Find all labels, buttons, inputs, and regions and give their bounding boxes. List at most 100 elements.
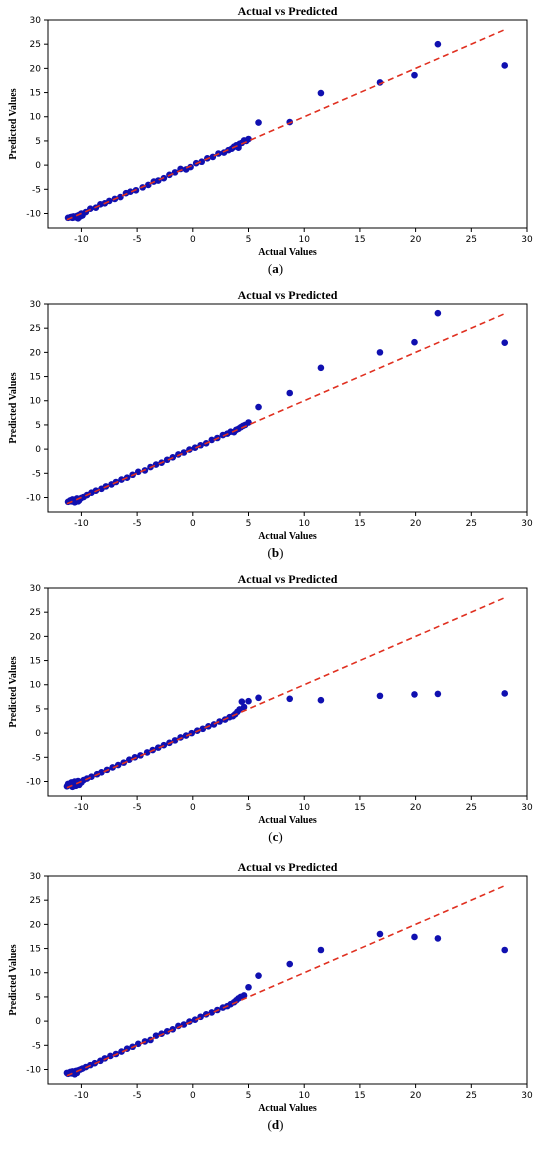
y-tick-label: -10 xyxy=(26,777,41,787)
data-point xyxy=(411,338,418,346)
scatter-chart-c: Actual vs Predicted -10 -5 0 5 10 15 20 25 30 -10 -… xyxy=(8,572,533,844)
plot-frame xyxy=(47,303,528,513)
x-tick-label: -5 xyxy=(133,519,142,529)
y-tick-label: 25 xyxy=(30,324,41,334)
y-tick-label: 30 xyxy=(30,16,42,26)
data-point xyxy=(154,744,162,751)
x-tick-label: 30 xyxy=(521,519,533,529)
x-tick-label: 10 xyxy=(298,519,310,529)
y-tick-label: 0 xyxy=(35,1017,41,1027)
chart-title: Actual vs Predicted xyxy=(238,860,338,874)
data-point xyxy=(434,690,442,698)
panel-caption: (a) xyxy=(268,261,283,276)
chart-panel-d: Actual vs Predicted -10 -5 0 5 10 15 20 25 30 -10 -… xyxy=(0,856,550,1144)
y-axis-label: Predicted Values xyxy=(8,656,19,727)
x-tick-label: 25 xyxy=(466,1091,477,1101)
y-tick-label: 25 xyxy=(30,608,41,618)
data-point xyxy=(286,695,294,703)
x-tick-label: 20 xyxy=(410,803,422,813)
reference-line xyxy=(66,312,507,505)
data-point xyxy=(255,119,262,126)
x-tick-label: 0 xyxy=(190,803,196,813)
y-tick-label: 30 xyxy=(30,872,42,882)
x-tick-label: 5 xyxy=(246,235,252,245)
x-axis-label: Actual Values xyxy=(258,531,317,542)
x-tick-label: 5 xyxy=(246,803,252,813)
x-axis-label: Actual Values xyxy=(258,815,317,826)
data-point xyxy=(126,756,133,764)
plot-frame xyxy=(47,587,528,797)
y-tick-label: 20 xyxy=(30,348,42,358)
x-tick-label: 25 xyxy=(466,803,477,813)
scatter-chart-d: Actual vs Predicted -10 -5 0 5 10 15 20 25 30 -10 -… xyxy=(8,860,533,1132)
data-point xyxy=(118,476,125,483)
x-tick-label: 30 xyxy=(521,1091,533,1101)
y-axis-label: Predicted Values xyxy=(8,88,19,159)
data-point xyxy=(240,703,248,711)
x-tick-label: 0 xyxy=(190,235,196,245)
data-point xyxy=(376,79,384,86)
x-tick-label: 0 xyxy=(190,519,196,529)
x-tick-label: 25 xyxy=(466,235,477,245)
y-tick-label: 25 xyxy=(30,40,41,50)
plot-frame xyxy=(47,19,528,229)
y-tick-label: 10 xyxy=(30,397,42,407)
data-point xyxy=(198,158,206,166)
y-tick-label: 5 xyxy=(35,993,41,1003)
data-point xyxy=(376,930,384,938)
y-tick-label: 20 xyxy=(30,632,42,642)
reference-line xyxy=(66,28,507,221)
x-tick-label: -5 xyxy=(133,1091,142,1101)
y-tick-label: 5 xyxy=(35,421,41,431)
y-tick-label: -5 xyxy=(32,469,41,479)
scatter-chart-b: Actual vs Predicted -10 -5 0 5 10 15 20 25 30 -10 -… xyxy=(8,288,533,560)
x-axis-label: Actual Values xyxy=(258,247,317,258)
data-point xyxy=(245,419,252,426)
x-tick-label: -5 xyxy=(133,803,142,813)
y-tick-label: -5 xyxy=(32,1041,41,1051)
data-point xyxy=(501,339,509,346)
y-tick-label: -5 xyxy=(32,753,41,763)
panel-caption: (b) xyxy=(268,545,284,560)
data-point xyxy=(109,764,116,771)
x-tick-label: 10 xyxy=(298,235,310,245)
x-tick-label: 10 xyxy=(298,803,310,813)
data-point xyxy=(163,1027,171,1035)
y-tick-label: 30 xyxy=(30,300,42,310)
chart-panel-c: Actual vs Predicted -10 -5 0 5 10 15 20 25 30 -10 -… xyxy=(0,568,550,856)
y-tick-label: -10 xyxy=(26,1065,41,1075)
panel-caption: (c) xyxy=(268,829,282,844)
data-point xyxy=(245,983,252,991)
data-point xyxy=(175,451,182,458)
y-tick-label: 20 xyxy=(30,920,42,930)
x-tick-label: -10 xyxy=(74,519,89,529)
chart-title: Actual vs Predicted xyxy=(238,4,338,18)
x-tick-label: -10 xyxy=(74,1091,89,1101)
chart-title: Actual vs Predicted xyxy=(238,288,338,302)
y-tick-label: -10 xyxy=(26,209,41,219)
y-tick-label: 10 xyxy=(30,969,42,979)
data-point xyxy=(175,1022,182,1030)
data-point xyxy=(434,309,442,317)
data-point xyxy=(199,725,207,733)
chart-panel-b: Actual vs Predicted -10 -5 0 5 10 15 20 25 30 -10 -… xyxy=(0,284,550,572)
data-point xyxy=(317,89,325,97)
x-tick-label: -5 xyxy=(133,235,142,245)
x-tick-label: 15 xyxy=(354,1091,365,1101)
chart-panel-a: Actual vs Predicted -10 -5 0 5 10 15 20 25 30 -10 -… xyxy=(0,0,550,288)
x-tick-label: 30 xyxy=(521,235,533,245)
x-tick-label: 0 xyxy=(190,1091,196,1101)
y-tick-label: 30 xyxy=(30,584,42,594)
data-point xyxy=(501,690,509,697)
data-point xyxy=(317,364,325,372)
chart-title: Actual vs Predicted xyxy=(238,572,338,586)
y-tick-label: -5 xyxy=(32,185,41,195)
x-tick-label: -10 xyxy=(74,803,89,813)
data-point xyxy=(434,40,442,48)
panel-caption: (d) xyxy=(268,1117,284,1132)
data-point xyxy=(191,444,199,451)
x-tick-label: 25 xyxy=(466,519,477,529)
x-tick-label: 20 xyxy=(410,235,422,245)
x-tick-label: 15 xyxy=(354,235,365,245)
data-point xyxy=(208,436,216,444)
